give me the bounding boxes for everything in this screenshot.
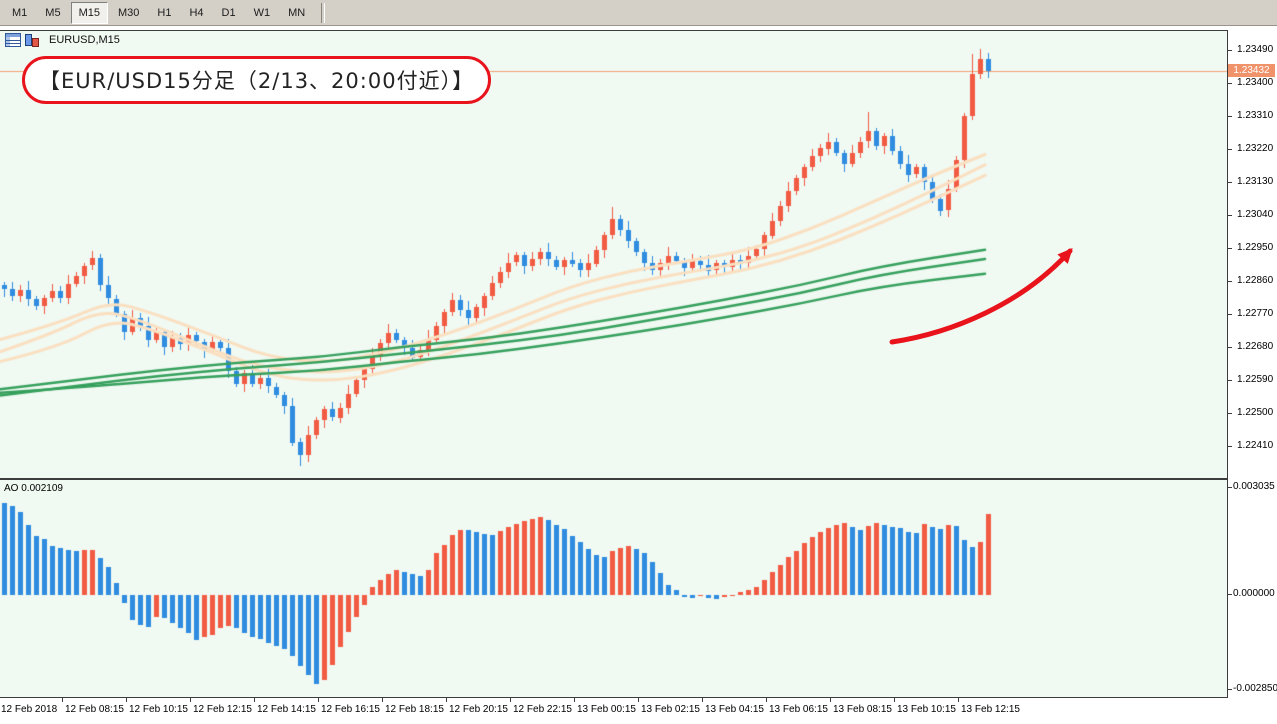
toolbar-separator — [321, 2, 326, 23]
table-icon — [5, 33, 21, 47]
price-axis-tick — [1227, 215, 1232, 216]
time-axis-tick — [254, 698, 255, 702]
time-axis-tick — [62, 698, 63, 702]
price-axis-tick — [1227, 182, 1232, 183]
bar-chart-icon — [25, 34, 39, 47]
time-axis-label: 12 Feb 2018 — [1, 704, 58, 715]
price-axis-tick — [1227, 380, 1232, 381]
time-axis-label: 12 Feb 22:15 — [513, 704, 572, 715]
price-axis-tick — [1227, 248, 1232, 249]
price-axis-label: 1.22770 — [1237, 308, 1274, 319]
ao-indicator-canvas[interactable] — [0, 480, 1227, 697]
current-price-badge: 1.23432 — [1228, 64, 1275, 77]
timeframe-button-m5[interactable]: M5 — [45, 6, 61, 19]
time-axis-tick — [766, 698, 767, 702]
timeframe-button-w1[interactable]: W1 — [253, 6, 271, 19]
time-axis-tick — [894, 698, 895, 702]
time-axis-label: 12 Feb 16:15 — [321, 704, 380, 715]
price-axis-border — [1227, 30, 1228, 698]
price-axis-tick — [1227, 487, 1232, 488]
symbol-row: EURUSD,M15 — [5, 33, 120, 47]
time-axis-tick — [126, 698, 127, 702]
main-chart-pane — [0, 31, 1227, 478]
price-axis-tick — [1227, 413, 1232, 414]
time-axis-label: 13 Feb 02:15 — [641, 704, 700, 715]
time-axis-tick — [510, 698, 511, 702]
price-axis-tick — [1227, 689, 1232, 690]
price-axis-tick — [1227, 50, 1232, 51]
price-axis-tick — [1227, 281, 1232, 282]
time-axis-tick — [574, 698, 575, 702]
price-axis-label: 1.22410 — [1237, 440, 1274, 451]
price-axis-label: 1.23490 — [1237, 44, 1274, 55]
time-axis-tick — [190, 698, 191, 702]
timeframe-button-m1[interactable]: M1 — [12, 6, 28, 19]
price-axis-tick — [1227, 83, 1232, 84]
annotation-box[interactable]: 【EUR/USD15分足（2/13、20:00付近）】 — [22, 56, 492, 104]
timeframe-button-m15[interactable]: M15 — [70, 1, 108, 24]
price-axis-label: 1.22680 — [1237, 341, 1274, 352]
price-axis: 1.23490 1.23400 1.23310 1.23220 1.23130 1.230… — [1228, 30, 1277, 698]
price-axis-label: 1.23130 — [1237, 176, 1274, 187]
time-axis-label: 13 Feb 08:15 — [833, 704, 892, 715]
timeframe-button-h4[interactable]: H4 — [189, 6, 204, 19]
chart-window: EURUSD,M15 【EUR/USD15分足（2/13、20:00付近）】 A… — [0, 27, 1277, 724]
time-axis-border — [0, 697, 1277, 698]
time-axis-label: 12 Feb 08:15 — [65, 704, 124, 715]
time-axis-label: 12 Feb 10:15 — [129, 704, 188, 715]
time-axis-label: 13 Feb 10:15 — [897, 704, 956, 715]
ao-indicator-label: AO 0.002109 — [4, 483, 63, 494]
timeframe-button-d1[interactable]: D1 — [221, 6, 236, 19]
time-axis-label: 12 Feb 14:15 — [257, 704, 316, 715]
ao-pane — [0, 480, 1227, 697]
time-axis-tick — [318, 698, 319, 702]
price-axis-tick — [1227, 347, 1232, 348]
pane-top-border — [0, 30, 1277, 31]
time-axis-tick — [830, 698, 831, 702]
timeframe-toolbar: M1 M5 M15 M30 H1 H4 D1 W1 MN — [0, 0, 1277, 26]
time-axis-tick — [446, 698, 447, 702]
ao-axis-label: 0.000000 — [1233, 588, 1275, 599]
price-axis-tick — [1227, 446, 1232, 447]
time-axis-tick — [702, 698, 703, 702]
price-axis-label: 1.23220 — [1237, 143, 1274, 154]
timeframe-button-mn[interactable]: MN — [288, 6, 306, 19]
ao-axis-label: -0.002850 — [1233, 683, 1277, 694]
time-axis-label: 12 Feb 12:15 — [193, 704, 252, 715]
time-axis-tick — [382, 698, 383, 702]
price-axis-label: 1.23310 — [1237, 110, 1274, 121]
time-axis-label: 13 Feb 00:15 — [577, 704, 636, 715]
price-axis-label: 1.23400 — [1237, 77, 1274, 88]
price-axis-tick — [1227, 149, 1232, 150]
symbol-label: EURUSD,M15 — [49, 34, 120, 46]
price-axis-label: 1.23040 — [1237, 209, 1274, 220]
price-axis-label: 1.22860 — [1237, 275, 1274, 286]
price-axis-label: 1.22500 — [1237, 407, 1274, 418]
time-axis-label: 12 Feb 20:15 — [449, 704, 508, 715]
price-axis-label: 1.22950 — [1237, 242, 1274, 253]
price-axis-tick — [1227, 314, 1232, 315]
time-axis-label: 13 Feb 06:15 — [769, 704, 828, 715]
time-axis-tick — [638, 698, 639, 702]
time-axis: 12 Feb 2018 12 Feb 08:15 12 Feb 10:15 12 Fe… — [0, 698, 1277, 724]
timeframe-button-h1[interactable]: H1 — [157, 6, 172, 19]
price-axis-tick — [1227, 116, 1232, 117]
timeframe-button-m30[interactable]: M30 — [117, 6, 140, 19]
time-axis-tick — [958, 698, 959, 702]
time-axis-label: 13 Feb 04:15 — [705, 704, 764, 715]
price-axis-label: 1.22590 — [1237, 374, 1274, 385]
ao-axis-label: 0.003035 — [1233, 481, 1275, 492]
time-axis-label: 13 Feb 12:15 — [961, 704, 1020, 715]
price-axis-tick — [1227, 594, 1232, 595]
pane-divider[interactable] — [0, 478, 1277, 480]
time-axis-label: 12 Feb 18:15 — [385, 704, 444, 715]
